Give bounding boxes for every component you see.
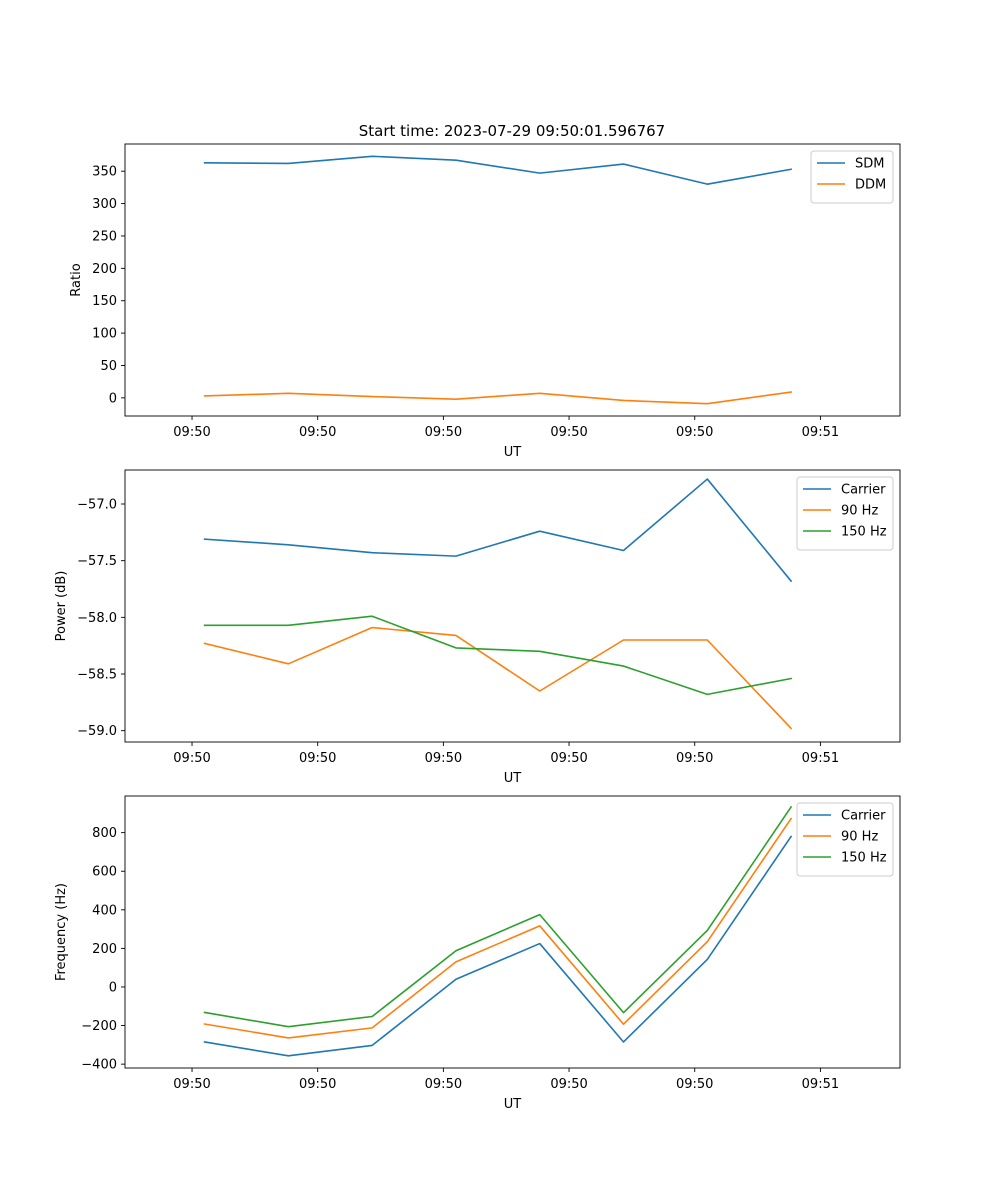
legend-box: [810, 150, 894, 204]
x-tick-label: 09:50: [299, 425, 336, 440]
y-tick-label: 400: [92, 903, 117, 918]
x-tick-label: 09:50: [425, 1077, 462, 1092]
legend-label: 90 Hz: [841, 504, 878, 519]
y-tick-label: 0: [109, 391, 117, 406]
legend-label: 150 Hz: [841, 851, 887, 866]
chart-panel-1: 09:50 09:50 09:50 09:50 09:50 09:51 0 50 100 150 2…: [69, 143, 901, 460]
figure-title: Start time: 2023-07-29 09:50:01.596767: [359, 122, 665, 140]
y-tick-label: −400: [81, 1058, 117, 1073]
legend-label: Carrier: [841, 809, 886, 824]
x-tick-label: 09:51: [802, 751, 839, 766]
x-tick-label: 09:50: [173, 1077, 210, 1092]
y-axis-label: Ratio: [69, 263, 84, 296]
series-line-90-hz: [203, 626, 793, 730]
y-tick-label: −200: [81, 1019, 117, 1034]
x-axis-label: UT: [504, 445, 522, 460]
legend: SDM DDM: [810, 150, 894, 204]
y-tick-label: 150: [92, 294, 117, 309]
series-line-sdm: [203, 155, 793, 185]
y-tick-label: 300: [92, 197, 117, 212]
legend-label: DDM: [855, 178, 886, 193]
x-tick-label: 09:51: [802, 425, 839, 440]
legend-label: SDM: [855, 157, 884, 172]
y-tick-label: 100: [92, 327, 117, 342]
series-line-carrier: [203, 835, 793, 1057]
y-tick-label: −57.0: [77, 498, 117, 513]
axes-frame: [124, 469, 901, 743]
y-tick-label: 50: [100, 359, 117, 374]
series-line-150-hz: [203, 615, 793, 696]
x-tick-label: 09:50: [299, 1077, 336, 1092]
series-line-90-hz: [203, 817, 793, 1039]
chart-panel-3: 09:50 09:50 09:50 09:50 09:50 09:51 −400 −200 0 2…: [54, 795, 901, 1112]
x-axis-label: UT: [504, 771, 522, 786]
y-axis-label: Frequency (Hz): [54, 883, 69, 981]
x-tick-label: 09:50: [550, 425, 587, 440]
series-line-ddm: [203, 391, 792, 405]
x-tick-label: 09:50: [299, 751, 336, 766]
x-tick-label: 09:51: [802, 1077, 839, 1092]
y-tick-label: −59.0: [77, 724, 117, 739]
y-tick-label: 200: [92, 262, 117, 277]
y-tick-label: 200: [92, 942, 117, 957]
legend-label: Carrier: [841, 483, 886, 498]
y-tick-label: 800: [92, 826, 117, 841]
x-tick-label: 09:50: [550, 751, 587, 766]
legend-label: 90 Hz: [841, 830, 878, 845]
x-axis-label: UT: [504, 1097, 522, 1112]
x-tick-label: 09:50: [425, 751, 462, 766]
x-tick-label: 09:50: [676, 1077, 713, 1092]
y-tick-label: 350: [92, 165, 117, 180]
y-tick-label: 250: [92, 229, 117, 244]
legend-label: 150 Hz: [841, 525, 887, 540]
axes-frame: [124, 143, 901, 417]
y-tick-label: −57.5: [77, 554, 117, 569]
x-tick-label: 09:50: [173, 425, 210, 440]
x-tick-label: 09:50: [676, 425, 713, 440]
x-tick-label: 09:50: [173, 751, 210, 766]
chart-panel-2: 09:50 09:50 09:50 09:50 09:50 09:51 −59.0 −58.5…: [54, 469, 901, 786]
y-axis-label: Power (dB): [54, 571, 69, 642]
x-tick-label: 09:50: [425, 425, 462, 440]
series-line-carrier: [203, 478, 793, 583]
legend: Carrier 90 Hz 150 Hz: [796, 476, 894, 551]
y-tick-label: −58.5: [77, 668, 117, 683]
plots-container: 09:50 09:50 09:50 09:50 09:50 09:51 0 50 100 150 2…: [54, 143, 901, 1112]
y-tick-label: 0: [109, 980, 117, 995]
y-tick-label: 600: [92, 865, 117, 880]
series-line-150-hz: [203, 805, 793, 1028]
x-tick-label: 09:50: [676, 751, 713, 766]
y-tick-label: −58.0: [77, 611, 117, 626]
x-tick-label: 09:50: [550, 1077, 587, 1092]
axes-frame: [124, 795, 901, 1069]
legend: Carrier 90 Hz 150 Hz: [796, 802, 894, 877]
